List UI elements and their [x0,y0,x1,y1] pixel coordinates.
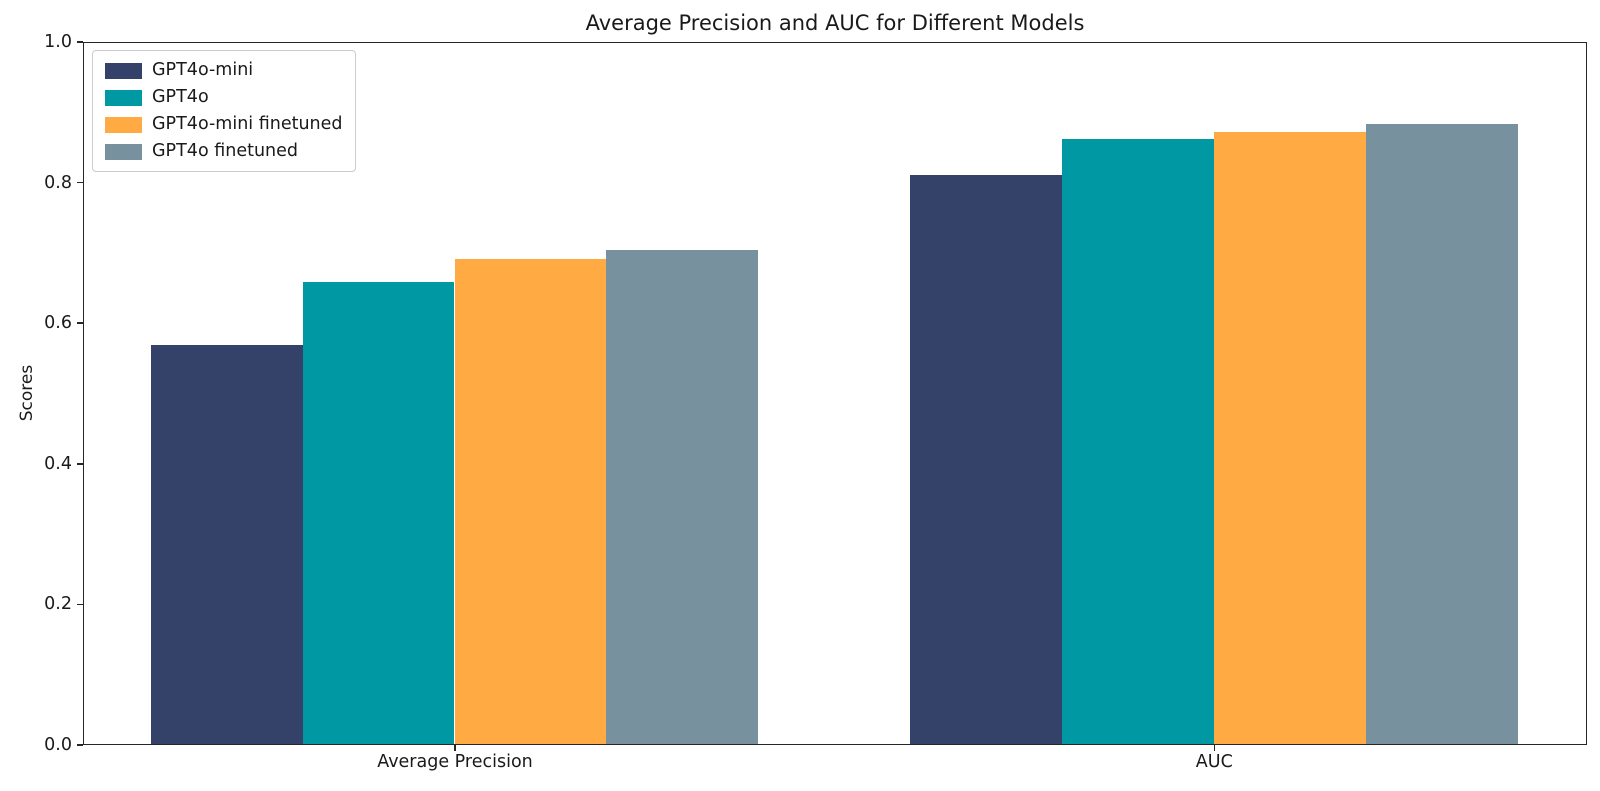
x-tick-mark-0 [454,745,456,751]
chart-title: Average Precision and AUC for Different … [585,11,1085,35]
bar-gpt4o-mini-finetuned-0 [454,258,607,744]
legend-swatch-icon [105,62,142,79]
x-tick-mark-1 [1213,745,1215,751]
legend-item-gpt4o-finetuned: GPT4o finetuned [105,141,343,162]
y-tick-label-1: 0.2 [44,594,72,615]
bar-gpt4o-mini-1 [910,174,1062,744]
legend-swatch-icon [105,143,142,160]
bar-gpt4o-1 [1061,138,1214,744]
bar-gpt4o-finetuned-1 [1365,124,1518,744]
bar-gpt4o-mini-finetuned-1 [1213,132,1366,744]
legend-swatch-icon [105,89,142,106]
bar-gpt4o-mini-0 [150,345,303,744]
y-tick-mark-1 [77,603,83,606]
y-tick-label-2: 0.4 [44,453,72,474]
bar-gpt4o-0 [302,282,455,744]
legend-label: GPT4o-mini finetuned [152,114,343,134]
legend-item-gpt4o: GPT4o [105,87,343,108]
y-tick-label-3: 0.6 [44,313,72,334]
x-tick-label-auc: AUC [1195,752,1233,772]
legend-item-gpt4o-mini: GPT4o-mini [105,60,343,81]
legend-label: GPT4o [152,87,209,107]
y-tick-mark-3 [77,322,83,324]
y-tick-mark-0 [77,744,83,746]
legend-label: GPT4o-mini [152,60,254,80]
y-tick-mark-2 [77,463,83,465]
y-tick-label-4: 0.8 [44,172,72,193]
legend: GPT4o-mini GPT4o GPT4o-mini finetuned GPT4o… [92,50,356,172]
y-tick-mark-5 [77,41,83,43]
bar-gpt4o-finetuned-0 [606,249,759,744]
y-tick-label-5: 1.0 [44,32,72,52]
legend-label: GPT4o finetuned [152,141,299,161]
legend-swatch-icon [105,116,142,133]
x-tick-label-average-precision: Average Precision [377,752,533,772]
y-axis-label: Scores [17,364,37,422]
plot-area [83,42,1587,745]
legend-item-gpt4o-mini-finetuned: GPT4o-mini finetuned [105,114,343,135]
y-tick-label-0: 0.0 [44,735,72,755]
y-tick-mark-4 [77,181,83,184]
